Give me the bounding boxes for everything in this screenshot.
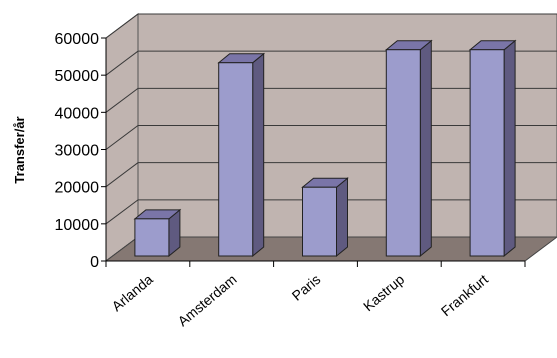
y-tick-label: 60000: [55, 31, 100, 48]
y-tick-labels: 0 10000 20000 30000 40000 50000 60000: [55, 31, 100, 271]
bar: [301, 177, 349, 258]
bar: [133, 208, 182, 258]
y-tick-label: 40000: [55, 105, 100, 122]
x-tick-label: Frankfurt: [438, 271, 491, 319]
bar-side: [336, 177, 348, 258]
x-tick-label: Paris: [289, 271, 324, 304]
x-tick-label: Kastrup: [360, 271, 407, 314]
bar-front: [302, 186, 337, 257]
y-tick-label: 30000: [55, 143, 100, 160]
y-tick-label: 0: [90, 254, 99, 271]
x-tick-label: Amsterdam: [175, 271, 240, 329]
y-tick-label: 20000: [55, 180, 100, 197]
y-tick-label: 10000: [55, 217, 100, 234]
axes: [101, 37, 526, 267]
bar: [217, 52, 266, 258]
bars: [133, 39, 517, 258]
y-axis-label: Transfer/år: [12, 116, 27, 183]
bar-side: [503, 39, 516, 258]
bar-front: [218, 62, 254, 257]
bar-side: [252, 52, 265, 258]
bar: [384, 39, 433, 258]
x-tick-label: Arlanda: [109, 271, 156, 314]
bar-front: [134, 218, 170, 257]
gridline: [105, 13, 557, 39]
x-tick-labels: Arlanda Amsterdam Paris Kastrup Frankfurt: [109, 271, 492, 329]
y-tick-label: 50000: [55, 68, 100, 85]
bar: [468, 39, 517, 258]
bar-side: [419, 39, 432, 258]
bar-front: [385, 49, 421, 257]
bar-front: [469, 49, 505, 257]
